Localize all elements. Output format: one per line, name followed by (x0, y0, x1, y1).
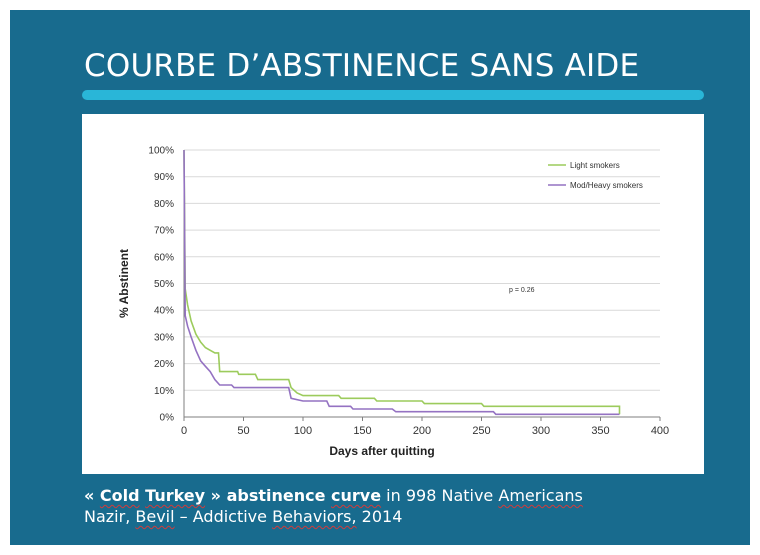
y-axis-label: % Abstinent (117, 249, 131, 318)
x-tick-label: 200 (413, 425, 431, 437)
x-tick-label: 400 (651, 425, 669, 437)
caption-quote-close: » (205, 486, 221, 505)
caption-word-cold: Cold (99, 486, 140, 505)
y-tick-label: 60% (154, 252, 174, 263)
caption-word-curve: curve (331, 486, 382, 505)
slide: COURBE D’ABSTINENCE SANS AIDE 0% 10% 20% 30… (10, 10, 750, 545)
y-tick-label: 50% (154, 279, 174, 290)
caption-word-americans: Americans (498, 486, 583, 505)
y-tick-label: 90% (154, 172, 174, 183)
caption-word-turkey: Turkey (145, 486, 206, 505)
caption-quote-open: « (84, 486, 100, 505)
caption-year: 2014 (361, 507, 403, 526)
x-tick-label: 50 (237, 425, 249, 437)
title-accent-bar (82, 90, 704, 100)
series-line-mod-heavy-smokers (183, 149, 620, 416)
x-tick-label: 250 (472, 425, 490, 437)
y-tick-label: 40% (154, 306, 174, 317)
x-tick-label: 150 (353, 425, 371, 437)
caption-author-bevil: Bevil (135, 507, 175, 526)
legend-label-mod-heavy-smokers: Mod/Heavy smokers (570, 181, 643, 190)
caption-journal-addictive: – Addictive (179, 507, 267, 526)
legend-label-light-smokers: Light smokers (570, 161, 620, 170)
y-tick-label: 80% (154, 199, 174, 210)
y-tick-label: 30% (154, 332, 174, 343)
y-tick-label: 20% (154, 359, 174, 370)
caption-line-1: « Cold Turkey » abstinence curve in 998 … (84, 485, 583, 506)
x-tick-label: 300 (532, 425, 550, 437)
abstinence-chart: 0% 10% 20% 30% 40% 50% 60% 70% 80% 90% 100% 0 50 100 1… (117, 146, 669, 459)
y-tick-label: 70% (154, 226, 174, 237)
p-value-annotation: p = 0.26 (509, 287, 535, 294)
caption-line-2: Nazir, Bevil – Addictive Behaviors, 2014 (84, 506, 583, 527)
caption-journal-behaviors: Behaviors, (272, 507, 357, 526)
caption-text-native: in 998 Native (386, 486, 494, 505)
x-tick-label: 100 (294, 425, 312, 437)
caption-word-abstinence: abstinence (226, 486, 326, 505)
chart-panel: 0% 10% 20% 30% 40% 50% 60% 70% 80% 90% 100% 0 50 100 1… (82, 114, 704, 474)
y-tick-label: 100% (148, 146, 174, 157)
y-tick-label: 0% (160, 413, 175, 424)
caption-author-nazir: Nazir, (84, 507, 131, 526)
x-tick-label: 350 (591, 425, 609, 437)
x-axis-label: Days after quitting (329, 444, 434, 458)
caption: « Cold Turkey » abstinence curve in 998 … (84, 485, 583, 527)
x-tick-label: 0 (181, 425, 187, 437)
slide-title: COURBE D’ABSTINENCE SANS AIDE (84, 48, 640, 84)
series-line-light-smokers (183, 149, 621, 415)
y-tick-label: 10% (154, 386, 174, 397)
